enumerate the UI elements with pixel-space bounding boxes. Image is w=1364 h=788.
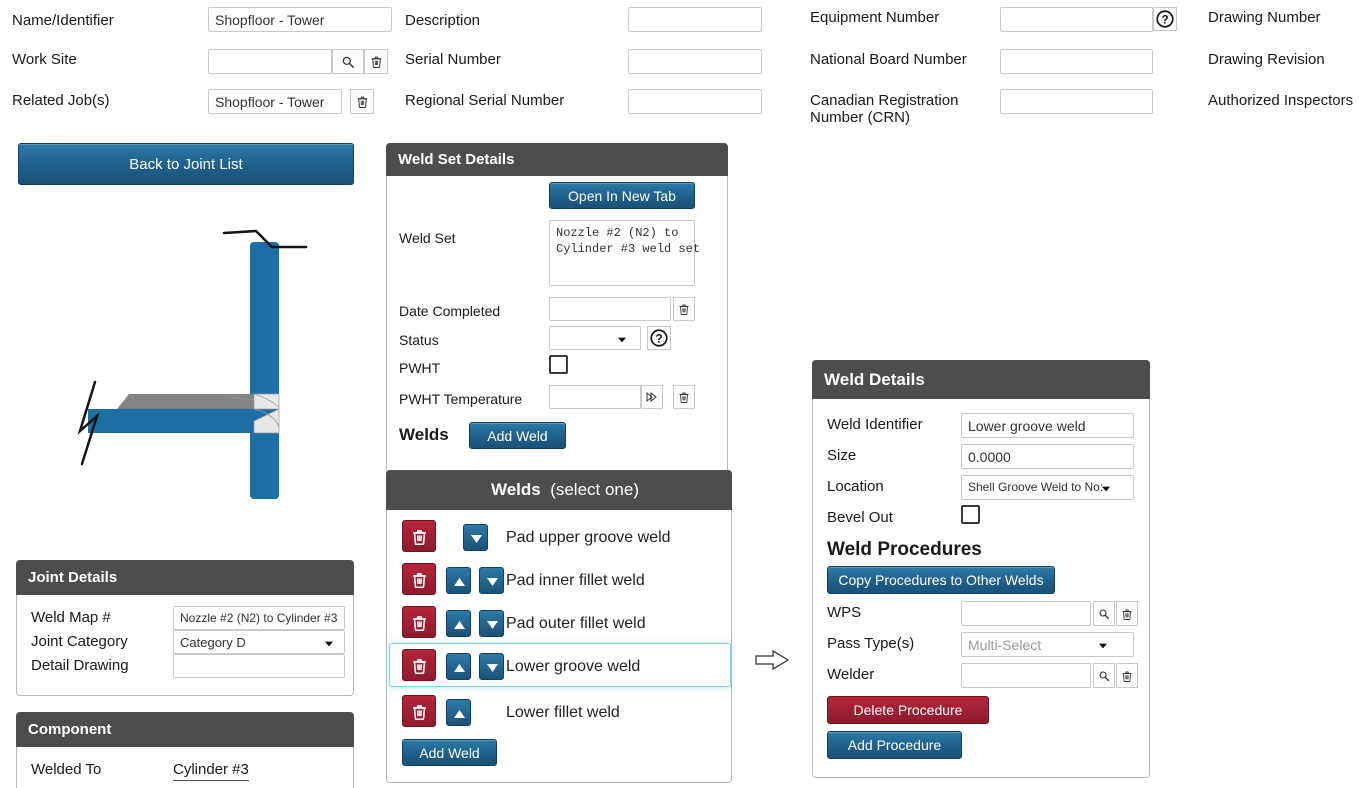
svg-text:?: ? xyxy=(1161,13,1168,26)
svg-text:?: ? xyxy=(655,332,662,345)
